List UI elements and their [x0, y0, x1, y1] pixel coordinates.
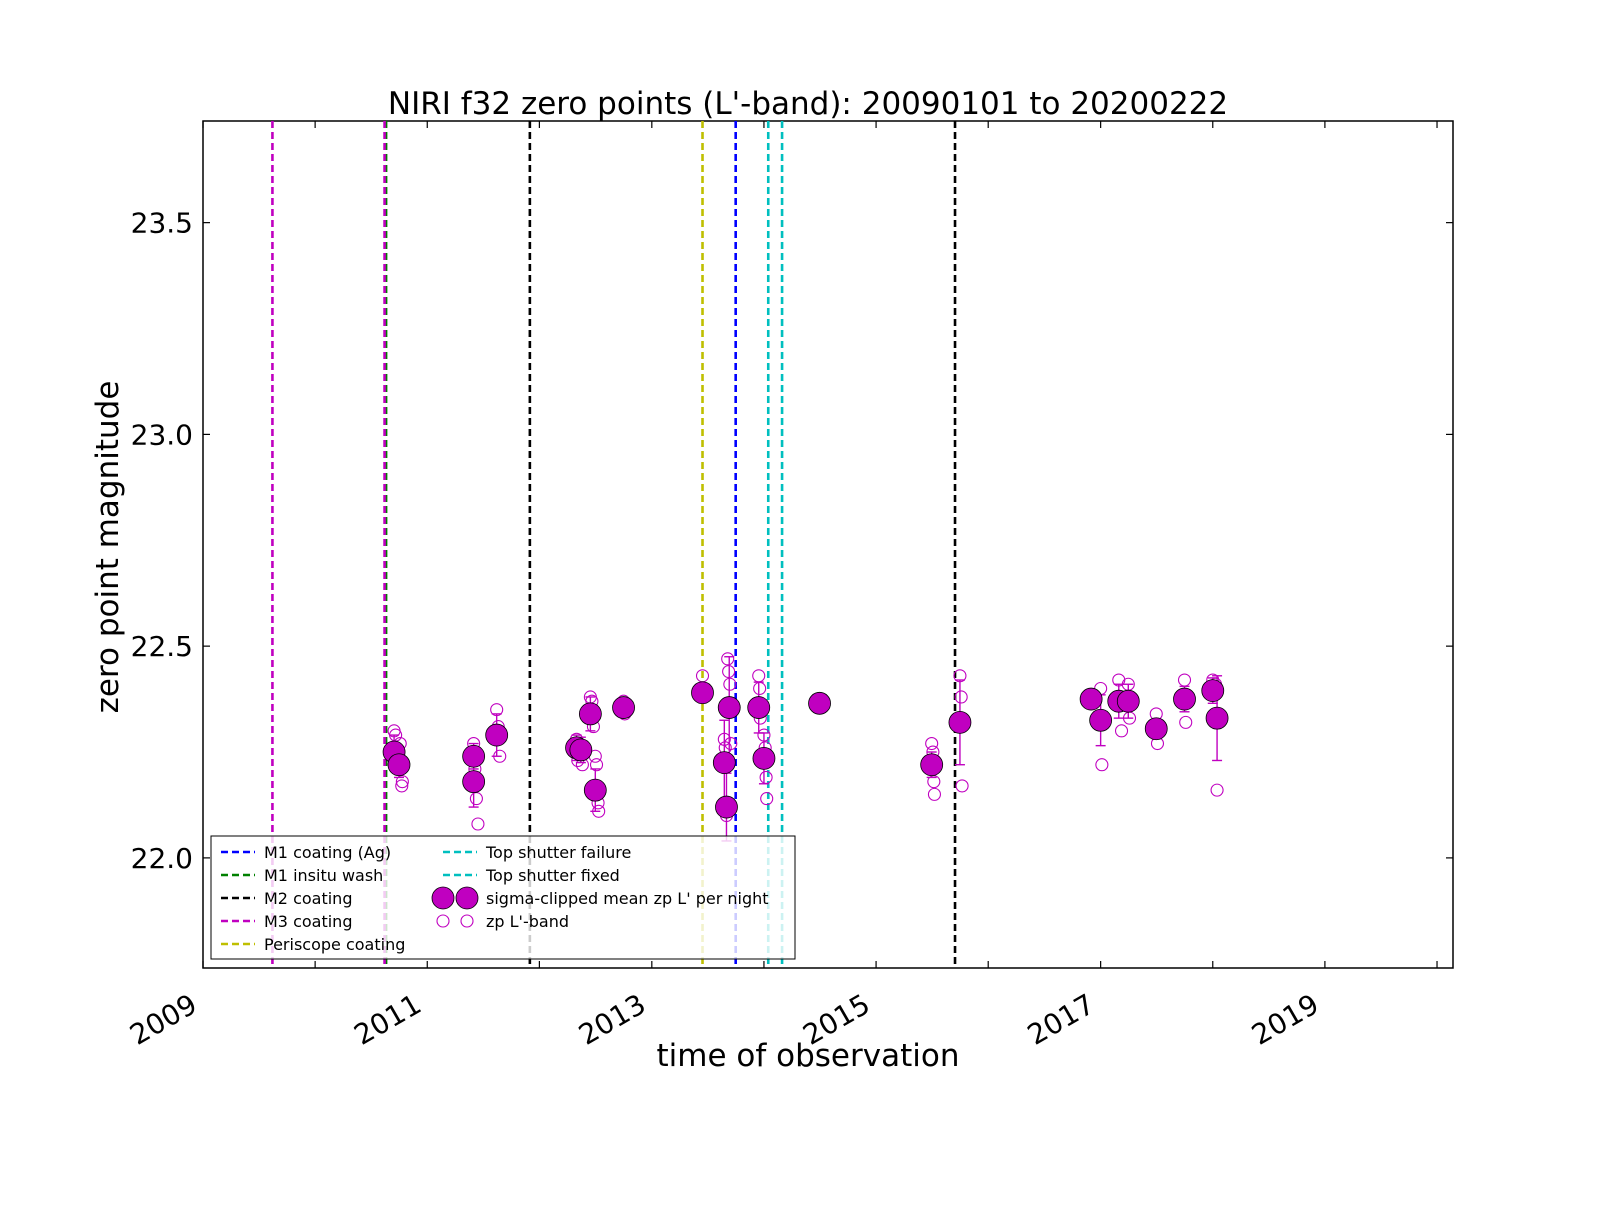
- mean-point: [752, 746, 776, 770]
- y-tick-label: 23.0: [131, 418, 193, 451]
- mean-point: [462, 744, 486, 768]
- legend-marker-swatch: [436, 914, 450, 928]
- legend-box: [210, 835, 796, 960]
- mean-point: [717, 696, 741, 719]
- zp-point: [589, 758, 604, 772]
- mean-point: [1116, 689, 1140, 713]
- legend-marker-swatch: [455, 886, 479, 910]
- y-tick-label: 22.5: [131, 630, 193, 663]
- mean-point: [485, 723, 509, 747]
- legend-label: sigma-clipped mean zp L' per night: [486, 889, 769, 908]
- legend-label: Periscope coating: [264, 935, 405, 954]
- zp-point: [395, 779, 409, 793]
- zp-point: [925, 736, 939, 751]
- zp-point: [954, 690, 968, 704]
- mean-point: [462, 770, 486, 794]
- mean-point: [1205, 706, 1229, 730]
- mean-point: [920, 753, 944, 777]
- mean-point: [387, 753, 411, 777]
- x-axis-label: time of observation: [657, 1038, 960, 1074]
- zp-point: [760, 792, 774, 806]
- mean-point: [747, 696, 771, 719]
- zp-point: [395, 775, 409, 789]
- zp-point: [721, 652, 735, 666]
- y-axis-label: zero point magnitude: [90, 381, 126, 714]
- y-tick-label: 22.0: [131, 842, 193, 875]
- mean-point: [1173, 687, 1196, 711]
- mean-point: [1144, 717, 1168, 741]
- zp-point: [927, 787, 941, 801]
- legend-label: M3 coating: [264, 912, 352, 931]
- legend-label: M1 insitu wash: [264, 866, 383, 885]
- chart-title: NIRI f32 zero points (L'-band): 20090101…: [388, 86, 1228, 122]
- zp-point: [1114, 724, 1129, 738]
- legend-marker-swatch: [460, 914, 474, 928]
- legend-label: Top shutter failure: [485, 843, 631, 862]
- mean-point: [712, 751, 736, 775]
- legend-marker-swatch: [431, 886, 455, 910]
- mean-point: [1079, 687, 1103, 711]
- legend-label: zp L'-band: [486, 912, 569, 931]
- zp-point: [471, 817, 485, 831]
- legend-label: M1 coating (Ag): [264, 843, 391, 862]
- zp-point: [1095, 758, 1109, 772]
- mean-point: [583, 778, 607, 802]
- zp-point: [1179, 715, 1193, 729]
- mean-point: [808, 691, 831, 715]
- mean-point: [691, 681, 714, 705]
- legend-label: Top shutter fixed: [485, 866, 620, 885]
- mean-point: [948, 710, 972, 734]
- mean-point: [1201, 679, 1225, 703]
- legend: M1 coating (Ag) M1 insitu wash M2 coating M…: [210, 835, 796, 960]
- mean-point: [612, 696, 635, 719]
- plot-frame: [202, 120, 1454, 969]
- y-tick-label: 23.5: [131, 207, 193, 240]
- legend-label: M2 coating: [264, 889, 352, 908]
- mean-point: [1089, 708, 1113, 732]
- mean-point: [569, 738, 593, 762]
- mean-point: [578, 702, 602, 726]
- mean-point: [715, 795, 738, 819]
- zp-point: [1210, 783, 1224, 797]
- zp-point: [955, 779, 969, 793]
